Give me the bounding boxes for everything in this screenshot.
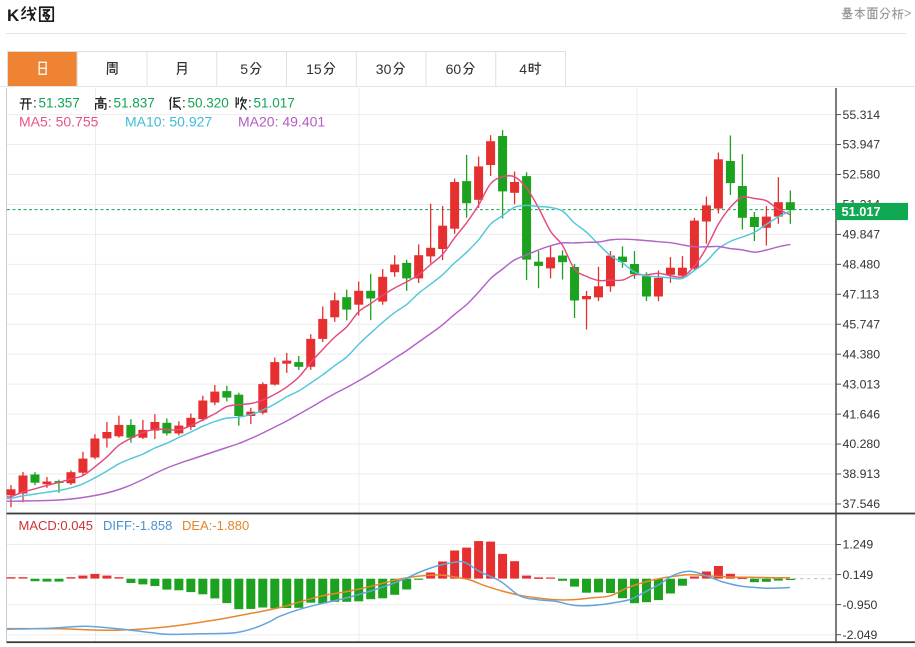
svg-text:37.546: 37.546 [843,497,881,511]
svg-text:-0.950: -0.950 [843,598,878,612]
svg-text:51.837: 51.837 [114,96,155,111]
svg-text::: : [108,96,112,111]
svg-text:41.646: 41.646 [843,407,881,421]
svg-text:15: 15 [306,61,322,77]
svg-text:47.113: 47.113 [843,288,880,302]
svg-text:48.480: 48.480 [843,258,881,272]
svg-text:52.580: 52.580 [843,168,881,182]
svg-text:K: K [7,6,20,25]
svg-text:1.249: 1.249 [843,538,874,552]
svg-text::: : [248,96,252,111]
svg-text:5: 5 [240,61,248,77]
svg-text:MA10: 50.927: MA10: 50.927 [125,114,212,130]
svg-text:51.017: 51.017 [254,96,295,111]
svg-text:30: 30 [376,61,392,77]
svg-text:38.913: 38.913 [843,467,881,481]
svg-text:MACD:0.045: MACD:0.045 [19,518,93,533]
svg-text:40.280: 40.280 [843,437,881,451]
svg-text:50.320: 50.320 [188,96,229,111]
svg-text::: : [182,96,186,111]
svg-text:51.017: 51.017 [842,204,881,219]
svg-text::: : [33,96,37,111]
svg-text:4: 4 [519,61,527,77]
svg-text:MA20: 49.401: MA20: 49.401 [238,114,325,130]
svg-text:>: > [904,7,911,21]
svg-text:44.380: 44.380 [843,347,881,361]
svg-text:-2.049: -2.049 [843,628,878,642]
svg-text:45.747: 45.747 [843,317,881,331]
svg-text:DEA:-1.880: DEA:-1.880 [182,518,249,533]
svg-text:53.947: 53.947 [843,138,881,152]
svg-text:MA5: 50.755: MA5: 50.755 [19,114,99,130]
svg-text:DIFF:-1.858: DIFF:-1.858 [103,518,172,533]
svg-text:0.149: 0.149 [843,568,874,582]
svg-text:49.847: 49.847 [843,228,881,242]
svg-text:55.314: 55.314 [843,108,881,122]
svg-text:60: 60 [446,61,462,77]
svg-text:43.013: 43.013 [843,377,881,391]
svg-text:51.357: 51.357 [39,96,80,111]
